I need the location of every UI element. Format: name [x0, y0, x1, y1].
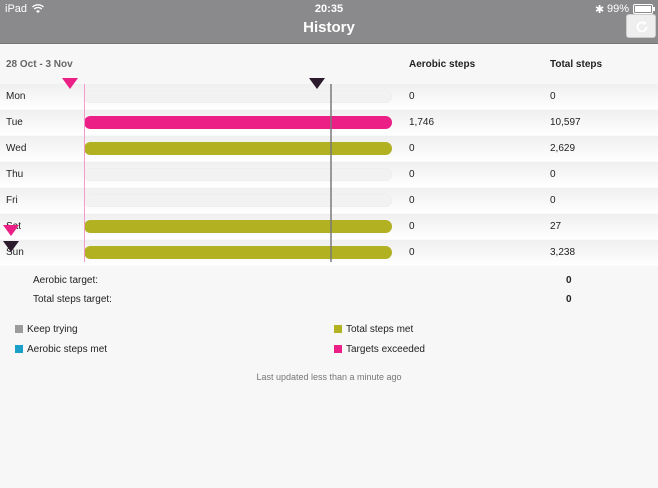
progress-bar — [84, 116, 392, 129]
aerobic-target-marker-icon[interactable] — [62, 78, 78, 89]
total-value: 3,238 — [550, 247, 576, 258]
refresh-icon — [636, 21, 648, 33]
nav-bar: History — [0, 14, 658, 44]
table-row: Mon 0 0 — [0, 84, 658, 110]
battery-icon — [633, 4, 655, 14]
total-met-swatch — [334, 325, 342, 333]
day-label: Sun — [6, 247, 24, 258]
progress-track — [84, 246, 392, 259]
keep-trying-swatch — [15, 325, 23, 333]
battery-percent: 99% — [607, 3, 630, 15]
total-value: 2,629 — [550, 143, 576, 154]
total-steps-header: Total steps — [550, 59, 603, 70]
progress-track — [84, 220, 392, 233]
table-row: Wed 0 2,629 — [0, 136, 658, 162]
total-value: 10,597 — [550, 117, 581, 128]
total-target-marker-icon[interactable] — [3, 241, 19, 252]
day-label: Thu — [6, 169, 24, 180]
bluetooth-icon: ✱ — [595, 4, 605, 16]
status-bar: iPad 20:35 ✱ 99% — [0, 0, 658, 20]
total-value: 27 — [550, 221, 562, 232]
table-row: Tue 1,746 10,597 — [0, 110, 658, 136]
progress-bar — [84, 220, 392, 233]
refresh-button[interactable] — [626, 14, 656, 38]
day-label: Tue — [6, 117, 23, 128]
aerobic-value: 0 — [409, 247, 415, 258]
legend-aerobic-met: Aerobic steps met — [15, 344, 107, 355]
progress-track — [84, 142, 392, 155]
total-target-line — [330, 84, 332, 262]
legend-exceeded: Targets exceeded — [334, 344, 425, 355]
date-range: 28 Oct - 3 Nov — [6, 59, 73, 70]
total-target-value: 0 — [566, 294, 572, 305]
legend-total-met: Total steps met — [334, 324, 413, 335]
day-label: Mon — [6, 91, 26, 102]
legend-label: Targets exceeded — [346, 344, 425, 355]
day-label: Wed — [6, 143, 27, 154]
aerobic-target-line — [84, 84, 85, 262]
progress-bar — [84, 246, 392, 259]
aerobic-steps-header: Aerobic steps — [409, 59, 476, 70]
legend-label: Keep trying — [27, 324, 78, 335]
progress-track — [84, 90, 392, 103]
total-value: 0 — [550, 195, 556, 206]
total-value: 0 — [550, 91, 556, 102]
aerobic-value: 0 — [409, 221, 415, 232]
exceeded-swatch — [334, 345, 342, 353]
aerobic-met-swatch — [15, 345, 23, 353]
total-target-marker-icon[interactable] — [309, 78, 325, 89]
progress-track — [84, 168, 392, 181]
progress-track — [84, 116, 392, 129]
legend-label: Aerobic steps met — [27, 344, 108, 355]
table-row: Fri 0 0 — [0, 188, 658, 214]
total-value: 0 — [550, 169, 556, 180]
aerobic-value: 0 — [409, 143, 415, 154]
legend-keep-trying: Keep trying — [15, 324, 78, 335]
wifi-icon — [32, 4, 44, 13]
table-row: Thu 0 0 — [0, 162, 658, 188]
aerobic-target-marker-icon[interactable] — [3, 225, 19, 236]
carrier-label: iPad — [5, 3, 28, 15]
total-target-label: Total steps target: — [33, 294, 112, 305]
clock: 20:35 — [314, 3, 344, 15]
day-label: Fri — [6, 195, 18, 206]
legend-label: Total steps met — [346, 324, 414, 335]
aerobic-value: 0 — [409, 195, 415, 206]
aerobic-value: 1,746 — [409, 117, 435, 128]
table-row: Sat 0 27 — [0, 214, 658, 240]
aerobic-target-label: Aerobic target: — [33, 275, 99, 286]
page-title: History — [303, 19, 355, 36]
last-updated: Last updated less than a minute ago — [256, 372, 402, 382]
aerobic-target-value: 0 — [566, 275, 572, 286]
aerobic-value: 0 — [409, 91, 415, 102]
aerobic-value: 0 — [409, 169, 415, 180]
progress-bar — [84, 142, 392, 155]
table-row: Sun 0 3,238 — [0, 240, 658, 266]
progress-track — [84, 194, 392, 207]
